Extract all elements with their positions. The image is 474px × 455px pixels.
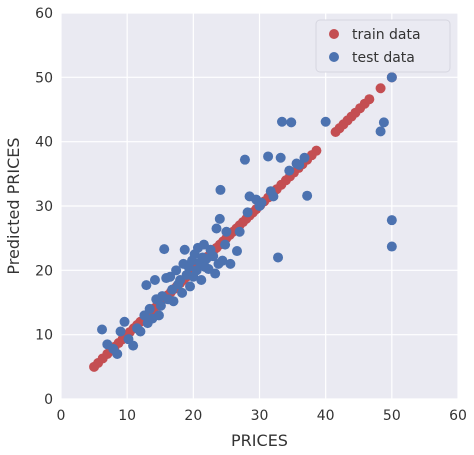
test-data-point bbox=[115, 326, 126, 337]
x-axis-label: PRICES bbox=[231, 431, 288, 450]
test-data-point bbox=[375, 126, 386, 137]
test-data-point bbox=[149, 274, 160, 285]
test-data-point bbox=[119, 316, 130, 327]
test-data-point bbox=[225, 258, 236, 269]
test-data-point bbox=[112, 348, 123, 359]
test-data-point bbox=[256, 197, 267, 208]
test-data-point bbox=[386, 241, 397, 252]
test-data-point bbox=[208, 251, 219, 262]
data-points bbox=[89, 72, 397, 372]
test-data-point bbox=[302, 190, 313, 201]
test-data-point bbox=[220, 239, 231, 250]
x-tick-label: 30 bbox=[251, 408, 269, 424]
test-data-point bbox=[221, 226, 232, 237]
test-data-point bbox=[294, 159, 305, 170]
x-tick-label: 0 bbox=[57, 408, 66, 424]
x-tick-label: 40 bbox=[317, 408, 335, 424]
test-data-point bbox=[276, 116, 287, 127]
x-tick-label: 50 bbox=[383, 408, 401, 424]
test-data-point bbox=[97, 324, 108, 335]
tick-labels: 0 10 20 30 40 50 60 0 10 20 30 40 50 60 bbox=[35, 6, 467, 424]
legend-test-marker bbox=[329, 52, 339, 62]
test-data-point bbox=[191, 265, 202, 276]
test-data-point bbox=[144, 303, 155, 314]
legend: train data test data bbox=[315, 19, 451, 73]
test-data-point bbox=[141, 280, 152, 291]
y-tick-label: 10 bbox=[35, 328, 53, 344]
x-tick-label: 60 bbox=[449, 408, 467, 424]
y-axis-label: Predicted PRICES bbox=[4, 137, 23, 274]
y-tick-label: 20 bbox=[35, 263, 53, 279]
test-data-point bbox=[215, 184, 226, 195]
legend-train-label: train data bbox=[352, 27, 421, 43]
test-data-point bbox=[196, 274, 207, 285]
test-data-point bbox=[299, 152, 310, 163]
test-data-point bbox=[242, 207, 253, 218]
test-data-point bbox=[128, 340, 139, 351]
train-data-point bbox=[364, 94, 375, 105]
legend-test-label: test data bbox=[352, 50, 415, 66]
test-data-point bbox=[177, 287, 188, 298]
legend-train-marker bbox=[329, 29, 339, 39]
test-data-point bbox=[386, 215, 397, 226]
test-data-point bbox=[210, 268, 221, 279]
y-tick-label: 50 bbox=[35, 70, 53, 86]
test-data-point bbox=[232, 246, 243, 257]
y-tick-label: 40 bbox=[35, 135, 53, 151]
test-data-point bbox=[263, 151, 274, 162]
test-data-point bbox=[286, 117, 297, 128]
y-tick-label: 30 bbox=[35, 199, 53, 215]
test-data-point bbox=[211, 223, 222, 234]
test-data-point bbox=[239, 154, 250, 165]
test-data-point bbox=[234, 226, 245, 237]
y-tick-label: 0 bbox=[44, 392, 53, 408]
test-data-point bbox=[165, 271, 176, 282]
test-data-point bbox=[273, 252, 284, 263]
test-data-point bbox=[179, 244, 190, 255]
x-tick-label: 20 bbox=[184, 408, 202, 424]
test-data-point bbox=[168, 296, 179, 307]
x-tick-label: 10 bbox=[118, 408, 136, 424]
train-data-point bbox=[375, 83, 386, 94]
test-data-point bbox=[214, 213, 225, 224]
test-data-series bbox=[97, 72, 397, 359]
test-data-point bbox=[185, 281, 196, 292]
test-data-point bbox=[378, 117, 389, 128]
test-data-point bbox=[275, 152, 286, 163]
legend-box bbox=[315, 19, 451, 73]
test-data-point bbox=[171, 265, 182, 276]
test-data-point bbox=[268, 191, 279, 202]
test-data-point bbox=[217, 255, 228, 266]
test-data-point bbox=[155, 300, 166, 311]
test-data-point bbox=[284, 165, 295, 176]
test-data-point bbox=[320, 116, 331, 127]
test-data-point bbox=[159, 244, 170, 255]
test-data-point bbox=[153, 310, 164, 321]
train-data-point bbox=[311, 145, 322, 156]
test-data-point bbox=[386, 72, 397, 83]
y-tick-label: 60 bbox=[35, 6, 53, 22]
test-data-point bbox=[135, 326, 146, 337]
